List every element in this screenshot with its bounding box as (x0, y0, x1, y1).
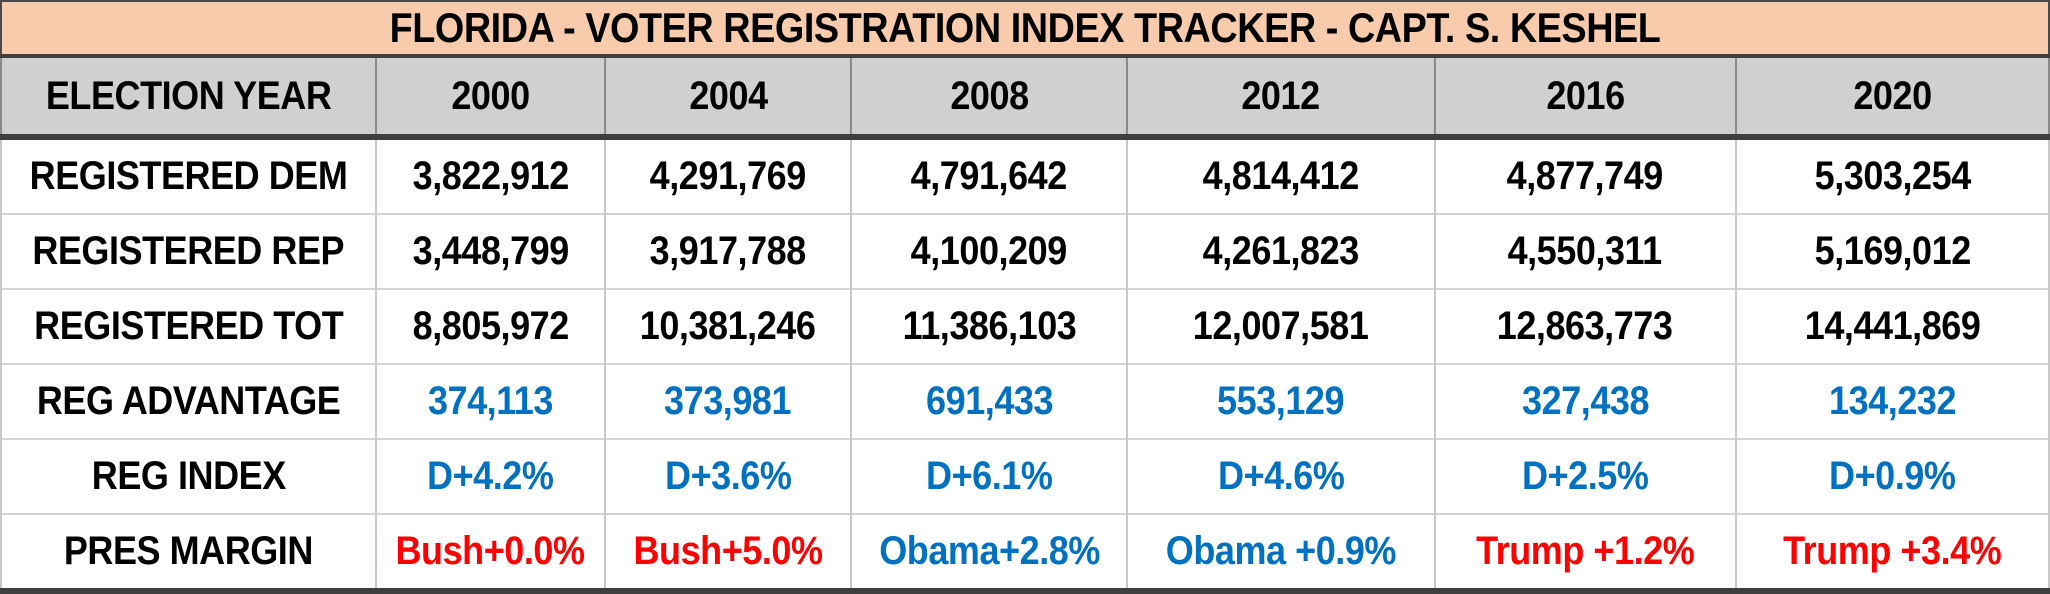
cell: 8,805,972 (374, 288, 607, 364)
cell: Obama+2.8% (849, 513, 1129, 591)
header-2008: 2008 (849, 56, 1129, 140)
header-election-year: ELECTION YEAR (0, 56, 377, 140)
cell: 14,441,869 (1734, 288, 2050, 364)
cell: D+2.5% (1433, 438, 1737, 514)
cell: Bush+0.0% (374, 513, 607, 591)
cell: 12,863,773 (1433, 288, 1737, 364)
cell: Bush+5.0% (604, 513, 852, 591)
cell: 3,917,788 (604, 213, 852, 289)
table-row-registered-dem: REGISTERED DEM 3,822,912 4,291,769 4,791… (0, 136, 2050, 214)
cell: Obama +0.9% (1126, 513, 1436, 591)
cell: Trump +1.2% (1433, 513, 1737, 591)
cell: D+4.2% (374, 438, 607, 514)
cell: D+4.6% (1126, 438, 1436, 514)
title-row: FLORIDA - VOTER REGISTRATION INDEX TRACK… (1, 1, 2049, 58)
row-label: REGISTERED DEM (0, 136, 377, 214)
cell: 4,100,209 (849, 213, 1129, 289)
cell: 327,438 (1433, 363, 1737, 439)
row-label: REGISTERED TOT (0, 288, 377, 364)
header-row: ELECTION YEAR 2000 2004 2008 2012 2016 2… (0, 56, 2050, 140)
header-2004: 2004 (604, 56, 852, 140)
cell: 11,386,103 (849, 288, 1129, 364)
cell: 4,814,412 (1126, 136, 1436, 214)
cell: 553,129 (1126, 363, 1436, 439)
row-label: REG INDEX (0, 438, 377, 514)
table-row-reg-advantage: REG ADVANTAGE 374,113 373,981 691,433 55… (0, 363, 2050, 439)
header-2016: 2016 (1433, 56, 1737, 140)
row-label: PRES MARGIN (0, 513, 377, 591)
cell: 134,232 (1734, 363, 2050, 439)
table-row-pres-margin: PRES MARGIN Bush+0.0% Bush+5.0% Obama+2.… (0, 513, 2050, 591)
cell: 5,169,012 (1734, 213, 2050, 289)
cell: Trump +3.4% (1734, 513, 2050, 591)
header-2000: 2000 (374, 56, 607, 140)
cell: 3,448,799 (374, 213, 607, 289)
row-label: REGISTERED REP (0, 213, 377, 289)
cell: 373,981 (604, 363, 852, 439)
cell: D+0.9% (1734, 438, 2050, 514)
cell: 4,550,311 (1433, 213, 1737, 289)
cell: 4,877,749 (1433, 136, 1737, 214)
cell: D+6.1% (849, 438, 1129, 514)
cell: D+3.6% (604, 438, 852, 514)
table-row-reg-index: REG INDEX D+4.2% D+3.6% D+6.1% D+4.6% D+… (0, 438, 2050, 514)
cell: 3,822,912 (374, 136, 607, 214)
cell: 4,791,642 (849, 136, 1129, 214)
table-row-registered-tot: REGISTERED TOT 8,805,972 10,381,246 11,3… (0, 288, 2050, 364)
cell: 10,381,246 (604, 288, 852, 364)
page-title-text: FLORIDA - VOTER REGISTRATION INDEX TRACK… (389, 4, 1661, 51)
table-row-registered-rep: REGISTERED REP 3,448,799 3,917,788 4,100… (0, 213, 2050, 289)
header-2012: 2012 (1126, 56, 1436, 140)
page-title: FLORIDA - VOTER REGISTRATION INDEX TRACK… (1, 1, 2049, 58)
cell: 5,303,254 (1734, 136, 2050, 214)
cell: 374,113 (374, 363, 607, 439)
row-label: REG ADVANTAGE (0, 363, 377, 439)
cell: 4,261,823 (1126, 213, 1436, 289)
cell: 12,007,581 (1126, 288, 1436, 364)
header-2020: 2020 (1734, 56, 2050, 140)
cell: 691,433 (849, 363, 1129, 439)
cell: 4,291,769 (604, 136, 852, 214)
